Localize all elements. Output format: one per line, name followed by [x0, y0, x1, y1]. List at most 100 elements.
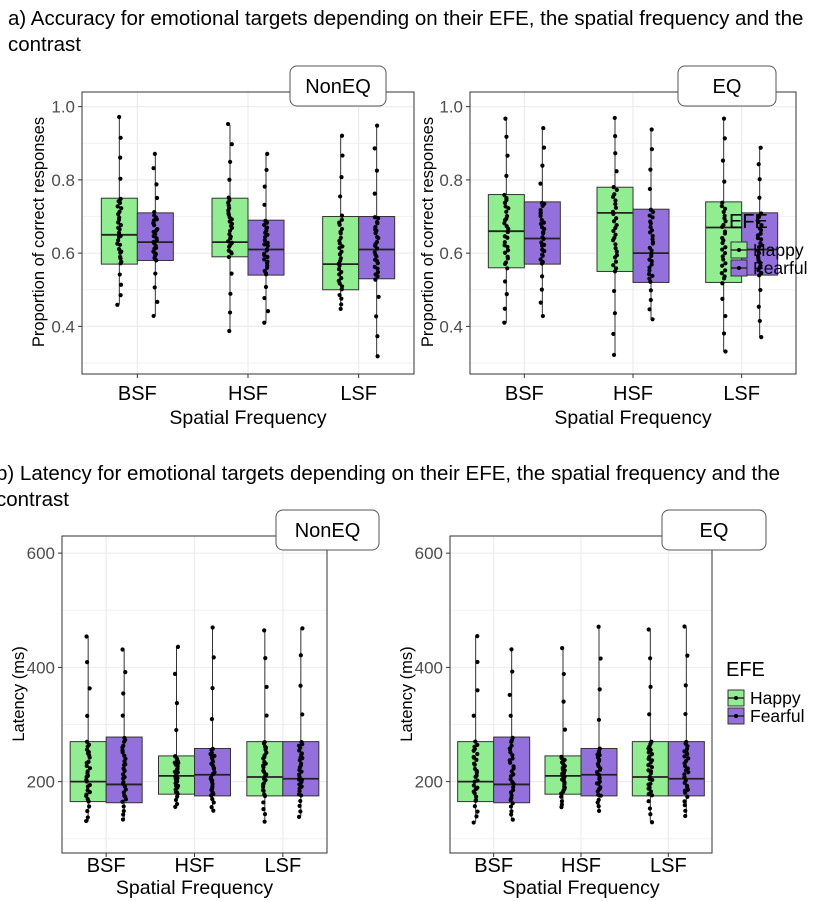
data-point: [505, 254, 510, 259]
data-point: [340, 244, 345, 249]
data-point: [227, 328, 232, 334]
data-point: [722, 136, 727, 141]
data-point: [85, 788, 90, 793]
data-point: [86, 759, 91, 764]
data-point: [759, 222, 764, 228]
legend-point: [737, 248, 741, 252]
data-point: [720, 247, 725, 252]
data-point: [721, 209, 726, 215]
facet-label: NonEQ: [295, 520, 361, 542]
data-point: [263, 284, 269, 290]
data-point: [648, 684, 653, 690]
data-point: [647, 265, 652, 270]
data-point: [757, 226, 762, 231]
data-point: [339, 276, 344, 281]
data-point: [226, 195, 231, 200]
data-point: [85, 797, 90, 802]
data-point: [510, 801, 515, 806]
x-tick-label: BSF: [474, 855, 513, 877]
x-tick-label: HSF: [228, 383, 268, 405]
data-point: [613, 205, 619, 210]
data-point: [118, 293, 123, 298]
data-point: [172, 754, 178, 759]
data-point: [507, 692, 512, 698]
x-axis-title: Spatial Frequency: [554, 407, 711, 429]
box-happy-hsf: [158, 644, 195, 809]
data-point: [121, 808, 126, 814]
data-point: [561, 699, 566, 704]
data-point: [374, 314, 379, 319]
y-axis-title: Latency (ms): [398, 646, 416, 741]
data-point: [559, 754, 564, 759]
data-point: [758, 241, 763, 246]
data-point: [611, 288, 617, 294]
data-point: [261, 776, 267, 781]
data-point: [152, 151, 157, 156]
y-tick-label: 0.8: [51, 171, 75, 190]
data-point: [539, 240, 544, 245]
box-fearful-hsf: [580, 624, 618, 813]
data-point: [649, 739, 654, 744]
data-point: [649, 793, 655, 798]
data-point: [472, 804, 477, 809]
data-point: [226, 248, 231, 253]
box-fearful-lsf: [667, 624, 705, 819]
data-point: [650, 317, 655, 322]
data-point: [756, 248, 761, 253]
box-happy-bsf: [487, 116, 525, 325]
data-point: [648, 288, 653, 293]
data-point: [612, 311, 618, 316]
data-point: [648, 297, 653, 303]
data-point: [264, 684, 269, 690]
data-point: [613, 134, 618, 139]
data-point: [684, 783, 690, 788]
data-point: [682, 772, 687, 777]
data-point: [649, 127, 654, 132]
legend-point: [734, 714, 738, 718]
data-point: [262, 628, 267, 633]
data-point: [720, 235, 725, 241]
data-point: [122, 793, 127, 798]
data-point: [475, 688, 480, 693]
data-point: [173, 797, 179, 803]
data-point: [151, 166, 156, 171]
data-point: [262, 739, 267, 745]
data-point: [121, 804, 126, 809]
data-point: [613, 259, 619, 264]
data-point: [508, 777, 513, 782]
data-point: [376, 294, 381, 299]
legend-point: [734, 696, 738, 700]
data-point: [299, 751, 304, 756]
data-point: [296, 743, 302, 748]
box-happy-hsf: [544, 646, 582, 810]
data-point: [721, 116, 727, 121]
data-point: [265, 240, 270, 245]
data-point: [87, 686, 92, 691]
data-point: [154, 182, 159, 187]
data-point: [261, 800, 266, 805]
data-point: [647, 186, 653, 192]
data-point: [473, 797, 479, 803]
data-point: [300, 626, 305, 631]
data-point: [539, 225, 545, 230]
x-tick-label: LSF: [723, 383, 760, 405]
data-point: [210, 797, 215, 802]
data-point: [682, 803, 687, 808]
data-point: [502, 320, 507, 325]
data-point: [297, 772, 302, 777]
data-point: [722, 251, 728, 256]
data-point: [262, 238, 267, 243]
legend-key-fearful: Fearful: [730, 258, 807, 278]
data-point: [372, 257, 378, 262]
data-point: [613, 201, 618, 207]
data-point: [538, 181, 543, 186]
data-point: [372, 215, 378, 220]
data-point: [116, 238, 121, 243]
data-point: [85, 713, 90, 718]
section-title-latency: b) Latency for emotional targets dependi…: [0, 462, 781, 511]
data-point: [209, 805, 214, 810]
data-point: [337, 292, 342, 298]
data-point: [649, 820, 655, 825]
data-point: [340, 153, 345, 158]
data-point: [372, 191, 377, 196]
